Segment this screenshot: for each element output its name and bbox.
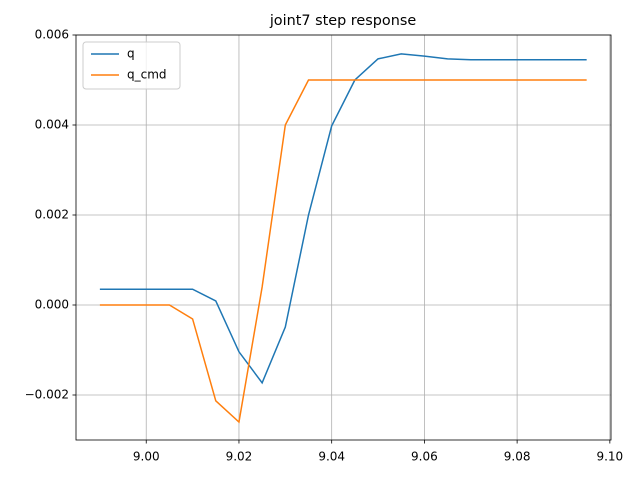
x-tick-label: 9.10 <box>596 450 623 464</box>
y-tick-label: 0.004 <box>35 118 69 132</box>
chart-title: joint7 step response <box>269 13 417 29</box>
legend: q q_cmd <box>82 41 181 90</box>
y-tick-label: −0.002 <box>25 388 69 402</box>
y-tick-label: 0.000 <box>35 298 69 312</box>
x-tick-label: 9.06 <box>411 450 438 464</box>
legend-label: q <box>127 47 135 61</box>
x-tick-label: 9.08 <box>504 450 531 464</box>
x-tick-label: 9.04 <box>318 450 345 464</box>
x-tick-label: 9.00 <box>133 450 160 464</box>
plot-frame <box>75 34 612 441</box>
line-series <box>99 79 587 424</box>
line-series <box>99 53 587 385</box>
y-tick-label: 0.006 <box>35 28 69 42</box>
y-tick-label: 0.002 <box>35 208 69 222</box>
legend-label: q_cmd <box>127 68 167 82</box>
x-tick-label: 9.02 <box>226 450 253 464</box>
